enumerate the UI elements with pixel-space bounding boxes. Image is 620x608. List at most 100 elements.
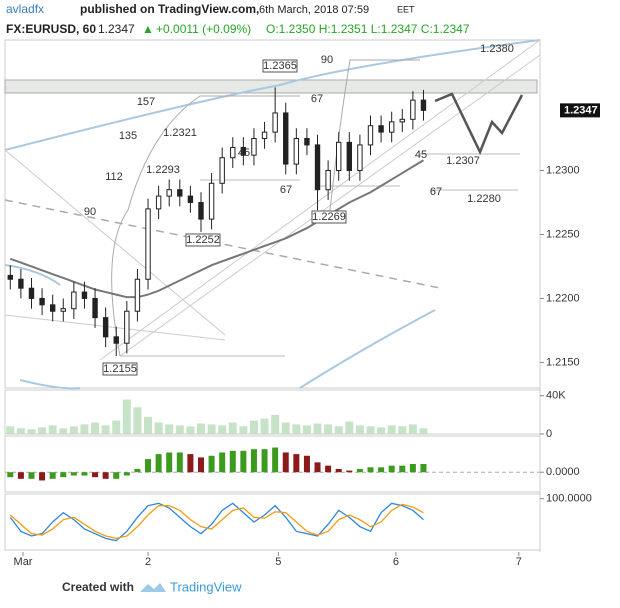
volume-bar xyxy=(133,407,142,434)
volume-bar xyxy=(207,424,216,434)
y-tick-label: 1.2300 xyxy=(546,164,580,176)
annotation: 1.2380 xyxy=(480,43,514,55)
stochastic-line xyxy=(9,503,424,539)
logo xyxy=(140,583,166,592)
macd-bar xyxy=(229,450,236,473)
macd-bar xyxy=(102,472,109,479)
macd-bar xyxy=(250,449,257,473)
candle-body xyxy=(219,157,225,184)
volume-bar xyxy=(91,422,100,434)
candle-body xyxy=(49,304,56,312)
candle-body xyxy=(304,138,310,146)
candle-body xyxy=(177,189,183,197)
macd-bar xyxy=(208,455,215,473)
annotation: 67 xyxy=(311,93,323,105)
candle-body xyxy=(399,118,405,123)
x-tick-label: 2 xyxy=(145,556,151,568)
volume-bar xyxy=(281,422,290,434)
volume-bar xyxy=(154,422,163,434)
volume-bar xyxy=(16,428,25,434)
candle-body xyxy=(357,144,363,171)
macd-bar xyxy=(261,449,268,473)
candle-body xyxy=(28,287,35,299)
annotation-box xyxy=(185,233,221,247)
volume-bar xyxy=(112,420,121,434)
annotation: 45 xyxy=(238,147,250,159)
candle-body xyxy=(314,144,321,191)
candle-body xyxy=(187,195,194,203)
x-tick-label: Mar xyxy=(14,556,33,568)
macd-bar xyxy=(197,457,204,473)
annotation-box xyxy=(311,210,347,224)
macd-bar xyxy=(346,470,353,473)
annotation-box xyxy=(262,59,298,73)
macd-bar xyxy=(219,452,226,473)
volume-bar xyxy=(218,425,227,434)
volume-bar xyxy=(144,416,153,434)
macd-bar xyxy=(325,465,332,473)
candle-body xyxy=(283,112,289,165)
ohlc: O:1.2350 H:1.2351 L:1.2347 C:1.2347 xyxy=(266,22,470,36)
macd-bar xyxy=(7,472,14,478)
candle-body xyxy=(240,146,247,156)
volume-bar xyxy=(249,420,258,434)
volume-bar xyxy=(69,426,78,434)
timezone: EET xyxy=(397,4,415,14)
macd-bar xyxy=(39,472,46,481)
candle-body xyxy=(367,125,374,146)
macd-bar xyxy=(378,467,385,473)
annotation-box xyxy=(102,362,138,376)
macd-bar xyxy=(166,452,173,473)
annotation: 1.2269 xyxy=(312,211,346,223)
volume-bar xyxy=(38,427,47,434)
y-tick-label: 100.0000 xyxy=(546,493,592,505)
y-tick-label: 1.2200 xyxy=(546,292,580,304)
candle-body xyxy=(388,121,395,133)
candle-body xyxy=(18,278,24,289)
candle-body xyxy=(208,182,215,220)
annotation: 112 xyxy=(105,171,123,183)
candle-body xyxy=(102,317,109,338)
macd-bar xyxy=(28,472,35,479)
footer-created: Created with xyxy=(62,580,134,594)
candle-body xyxy=(272,112,278,133)
volume-bar xyxy=(292,424,301,434)
candle-body xyxy=(325,170,331,191)
y-tick-label: 40K xyxy=(546,390,566,402)
drawings xyxy=(4,39,541,390)
candle-body xyxy=(155,195,162,210)
footer-brand[interactable]: TradingView xyxy=(170,579,242,594)
macd-bar xyxy=(314,462,321,473)
current-price-box xyxy=(560,103,600,118)
volume-bar xyxy=(377,427,386,434)
annotation: 135 xyxy=(119,130,137,142)
macd-bar xyxy=(176,452,183,473)
macd-bar xyxy=(70,472,77,476)
candle-body xyxy=(336,141,342,171)
published: published on TradingView.com, xyxy=(80,2,259,16)
x-tick-label: 5 xyxy=(275,556,281,568)
volume-bar xyxy=(6,426,15,434)
macd-bar xyxy=(240,450,247,473)
volume-bar xyxy=(387,425,396,434)
annotation: 1.2365 xyxy=(263,60,297,72)
candle-body xyxy=(166,189,172,197)
candle-body xyxy=(71,291,77,310)
candle-body xyxy=(420,99,427,111)
y-tick-label: 0.0000 xyxy=(546,466,580,478)
candle-body xyxy=(60,308,66,312)
candle-body xyxy=(410,99,416,120)
volume-bar xyxy=(80,424,89,434)
candle-body xyxy=(378,125,384,133)
volume-bar xyxy=(345,421,354,434)
volume-bar xyxy=(419,428,428,434)
change: +0.0011 (+0.09%) xyxy=(156,22,251,36)
macd-bar xyxy=(420,464,427,473)
author[interactable]: avladfx xyxy=(6,2,44,16)
candle-body xyxy=(81,291,88,299)
y-tick-label: 1.2250 xyxy=(546,228,580,240)
macd-bar xyxy=(113,472,120,479)
macd-bar xyxy=(187,454,194,473)
annotation: 90 xyxy=(84,206,96,218)
candle-body xyxy=(92,297,98,319)
